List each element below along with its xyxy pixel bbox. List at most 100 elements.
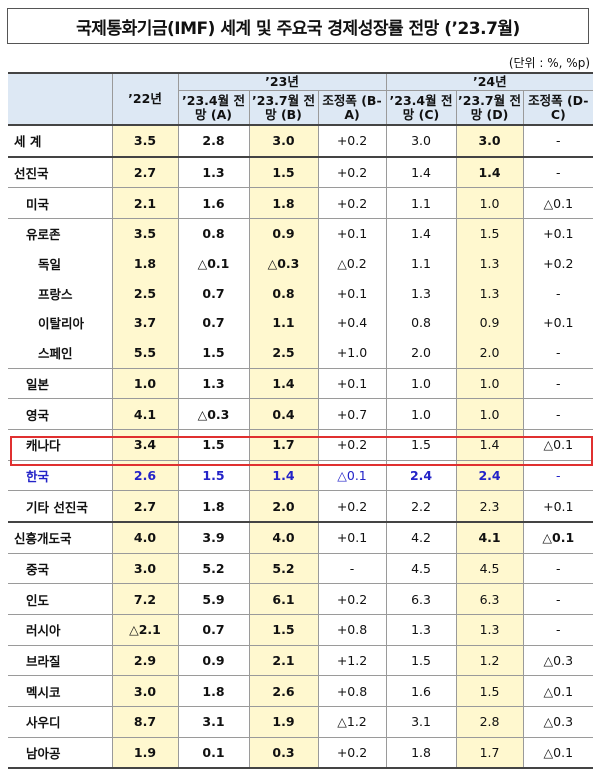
cell-c: 2.2 bbox=[385, 490, 457, 522]
cell-v22: 7.2 bbox=[111, 583, 178, 615]
row-name: 중국 bbox=[8, 552, 112, 584]
cell-dc: - bbox=[522, 459, 594, 491]
row-name: 독일 bbox=[38, 257, 62, 273]
cell-b: 0.4 bbox=[248, 398, 318, 430]
table-row: 기타 선진국 2.7 1.8 2.0 +0.2 2.2 2.3 +0.1 bbox=[8, 490, 594, 522]
cell-d: 1.5 bbox=[455, 675, 524, 707]
cell-ba: +0.2 bbox=[317, 187, 387, 219]
cell-ba: +1.2 bbox=[317, 644, 387, 676]
header-blank bbox=[8, 73, 112, 126]
cell-v22: 3.5 bbox=[111, 124, 178, 157]
cell-b: 2.5 bbox=[248, 337, 318, 368]
cell-b: 5.2 bbox=[248, 552, 318, 584]
row-name: 일본 bbox=[8, 367, 112, 399]
cell-b: 0.9 bbox=[248, 218, 318, 249]
cell-d: 6.3 bbox=[455, 583, 524, 615]
row-name: 스페인 bbox=[38, 346, 73, 362]
cell-v22: 3.5 bbox=[111, 218, 178, 249]
cell-d: 1.0 bbox=[455, 187, 524, 219]
cell-ba: +0.2 bbox=[317, 155, 387, 188]
cell-b: 2.1 bbox=[248, 644, 318, 676]
cell-d: 0.9 bbox=[455, 308, 524, 338]
cell-b: 1.7 bbox=[248, 428, 318, 461]
cell-v22: 2.7 bbox=[111, 490, 178, 522]
cell-v22: 2.9 bbox=[111, 644, 178, 676]
table-row: 러시아 △2.1 0.7 1.5 +0.8 1.3 1.3- bbox=[8, 614, 594, 646]
cell-ba: +0.7 bbox=[317, 398, 387, 430]
cell-d: 1.0 bbox=[455, 398, 524, 430]
cell-a: 1.3 bbox=[177, 367, 249, 399]
cell-a: 1.5 bbox=[177, 428, 249, 461]
cell-b: 1.5 bbox=[248, 155, 318, 188]
cell-b: 2.0 bbox=[248, 490, 318, 522]
header-23-a: ’23.4월 전망 (A) bbox=[177, 90, 249, 125]
cell-dc: - bbox=[522, 398, 594, 430]
table-row: 사우디 8.7 3.1 1.9 △1.2 3.1 2.8 △0.3 bbox=[8, 706, 594, 738]
row-name: 기타 선진국 bbox=[8, 490, 112, 522]
cell-dc: +0.1 bbox=[522, 490, 594, 522]
header-group-24: ’24년 bbox=[385, 73, 594, 91]
cell-v22: 3.0 bbox=[111, 552, 178, 584]
table-row: 독일 1.8 △0.1 △0.3 △0.2 1.1 1.3 +0.2 bbox=[8, 248, 594, 279]
cell-v22: 2.7 bbox=[111, 155, 178, 188]
header-row-1: ’22년 ’23년 ’24년 bbox=[8, 73, 594, 126]
cell-c: 1.5 bbox=[385, 644, 457, 676]
cell-a: 1.5 bbox=[177, 337, 249, 368]
cell-a: 0.8 bbox=[177, 218, 249, 249]
cell-ba: +0.8 bbox=[317, 675, 387, 707]
cell-ba: +0.1 bbox=[317, 367, 387, 399]
header-23-b: ’23.7월 전망 (B) bbox=[248, 90, 318, 125]
table-row: 일본 1.0 1.3 1.4 +0.1 1.0 1.0- bbox=[8, 367, 594, 399]
header-24-d: ’23.7월 전망 (D) bbox=[455, 90, 524, 125]
cell-a: 3.9 bbox=[177, 520, 249, 554]
cell-d: 1.3 bbox=[455, 248, 524, 279]
cell-c: 1.4 bbox=[385, 155, 457, 188]
cell-ba: - bbox=[317, 552, 387, 584]
cell-dc: △0.1 bbox=[522, 675, 594, 707]
cell-c: 1.1 bbox=[385, 248, 457, 279]
cell-dc: △0.1 bbox=[522, 428, 594, 461]
cell-v22: 2.5 bbox=[111, 278, 178, 309]
row-name: 멕시코 bbox=[8, 675, 112, 707]
table-row: 프랑스 2.5 0.7 0.8 +0.1 1.3 1.3- bbox=[8, 278, 594, 309]
cell-c: 1.0 bbox=[385, 398, 457, 430]
cell-d: 1.0 bbox=[455, 367, 524, 399]
cell-ba: +0.8 bbox=[317, 614, 387, 646]
cell-b: 1.1 bbox=[248, 308, 318, 338]
cell-a: △0.1 bbox=[177, 248, 249, 279]
cell-c: 1.5 bbox=[385, 428, 457, 461]
cell-b: 1.5 bbox=[248, 614, 318, 646]
cell-v22: 3.7 bbox=[111, 308, 178, 338]
cell-c: 2.0 bbox=[385, 337, 457, 368]
cell-c: 1.3 bbox=[385, 278, 457, 309]
cell-d: 3.0 bbox=[455, 124, 524, 157]
cell-a: 0.7 bbox=[177, 614, 249, 646]
cell-ba: +0.2 bbox=[317, 124, 387, 157]
cell-v22: 3.0 bbox=[111, 675, 178, 707]
table-body: 세 계 3.5 2.8 3.0 +0.2 3.0 3.0- 선진국 2.7 1.3 1.5 +0.2 1… bbox=[8, 124, 594, 769]
cell-a: 1.8 bbox=[177, 675, 249, 707]
cell-b: 0.8 bbox=[248, 278, 318, 309]
cell-b: 3.0 bbox=[248, 124, 318, 157]
cell-v22: 8.7 bbox=[111, 706, 178, 738]
cell-a: 5.9 bbox=[177, 583, 249, 615]
cell-a: 0.9 bbox=[177, 644, 249, 676]
cell-dc: △0.3 bbox=[522, 706, 594, 738]
row-name: 사우디 bbox=[8, 706, 112, 738]
table-row: 한국 2.6 1.5 1.4 △0.1 2.4 2.4- bbox=[8, 459, 594, 491]
cell-v22: 3.4 bbox=[111, 428, 178, 461]
cell-a: 1.6 bbox=[177, 187, 249, 219]
table-row: 브라질 2.9 0.9 2.1 +1.2 1.5 1.2 △0.3 bbox=[8, 644, 594, 676]
cell-v22: 1.8 bbox=[111, 248, 178, 279]
growth-forecast-table: ’22년 ’23년 ’24년 ’23.4월 전망 (A) ’23.7월 전망 (… bbox=[8, 72, 594, 769]
cell-dc: +0.1 bbox=[522, 218, 594, 249]
row-name: 러시아 bbox=[8, 614, 112, 646]
cell-ba: △1.2 bbox=[317, 706, 387, 738]
cell-a: 1.8 bbox=[177, 490, 249, 522]
cell-c: 1.3 bbox=[385, 614, 457, 646]
cell-b: 4.0 bbox=[248, 520, 318, 554]
cell-b: 1.4 bbox=[248, 367, 318, 399]
table-row: 영국 4.1 △0.3 0.4 +0.7 1.0 1.0- bbox=[8, 398, 594, 430]
cell-dc: +0.2 bbox=[522, 248, 594, 279]
title-box: 국제통화기금(IMF) 세계 및 주요국 경제성장률 전망 (’23.7월) bbox=[7, 8, 589, 44]
